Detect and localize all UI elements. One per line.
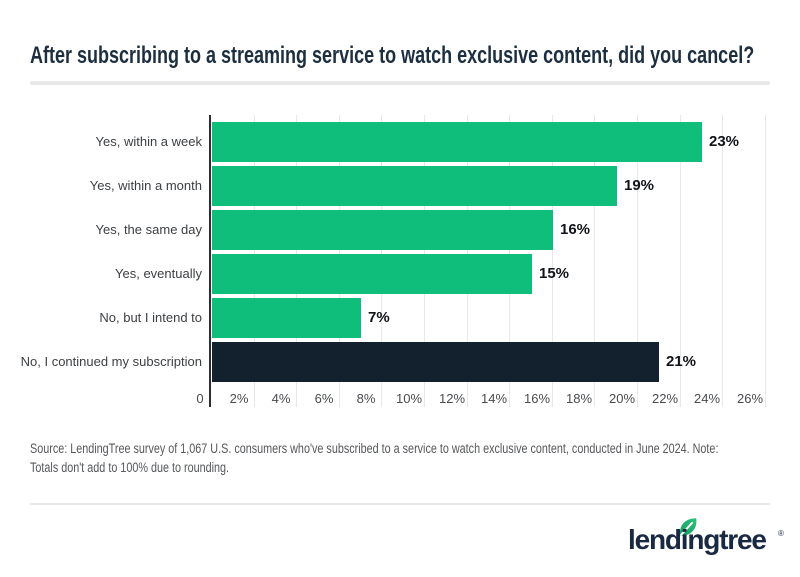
gridline bbox=[722, 115, 723, 407]
title-divider bbox=[30, 81, 770, 85]
x-axis-tick-label: 4% bbox=[271, 391, 291, 406]
chart-title: After subscribing to a streaming service… bbox=[30, 42, 755, 69]
y-axis-line bbox=[209, 115, 211, 407]
source-note-line: Totals don't add to 100% due to rounding… bbox=[30, 460, 230, 475]
x-axis-tick-label: 18% bbox=[565, 391, 593, 406]
category-label: No, but I intend to bbox=[99, 310, 202, 325]
category-label: Yes, the same day bbox=[95, 222, 202, 237]
x-axis-tick-label: 2% bbox=[229, 391, 249, 406]
registered-trademark: ® bbox=[778, 529, 784, 538]
source-note-line: Source: LendingTree survey of 1,067 U.S.… bbox=[30, 441, 719, 456]
bar-chart: Yes, within a week 23% Yes, within a month… bbox=[0, 115, 800, 407]
x-axis-tick-label: 6% bbox=[314, 391, 334, 406]
bar bbox=[212, 166, 617, 206]
value-label: 16% bbox=[560, 221, 591, 238]
category-label: Yes, eventually bbox=[115, 266, 202, 281]
bar bbox=[212, 210, 553, 250]
bar bbox=[212, 122, 702, 162]
gridline bbox=[765, 115, 766, 407]
x-axis-tick-label: 24% bbox=[693, 391, 721, 406]
category-label: Yes, within a week bbox=[95, 134, 202, 149]
gridline bbox=[637, 115, 638, 407]
x-axis-tick-label: 8% bbox=[356, 391, 376, 406]
gridline bbox=[594, 115, 595, 407]
leaf-icon bbox=[680, 518, 697, 536]
lendingtree-logo: lendingtree ® bbox=[628, 515, 798, 565]
source-note: Source: LendingTree survey of 1,067 U.S.… bbox=[30, 439, 718, 477]
logo-wordmark: lendingtree bbox=[628, 524, 767, 555]
x-axis-tick-label: 0 bbox=[196, 391, 204, 406]
value-label: 19% bbox=[624, 177, 655, 194]
bar bbox=[212, 298, 361, 338]
x-axis-tick-label: 14% bbox=[480, 391, 508, 406]
x-axis-tick-label: 10% bbox=[395, 391, 423, 406]
bar bbox=[212, 342, 659, 382]
x-axis-tick-label: 20% bbox=[608, 391, 636, 406]
value-label: 23% bbox=[709, 133, 740, 150]
category-label: Yes, within a month bbox=[89, 178, 202, 193]
category-label: No, I continued my subscription bbox=[20, 354, 202, 369]
gridline bbox=[680, 115, 681, 407]
x-axis-tick-label: 16% bbox=[523, 391, 551, 406]
value-label: 15% bbox=[539, 265, 570, 282]
x-axis-tick-label: 22% bbox=[651, 391, 679, 406]
value-label: 21% bbox=[666, 353, 697, 370]
gridline bbox=[552, 115, 553, 407]
x-axis-tick-label: 12% bbox=[438, 391, 466, 406]
footer-divider bbox=[30, 503, 770, 505]
value-label: 7% bbox=[368, 309, 390, 326]
bar bbox=[212, 254, 532, 294]
x-axis-tick-label: 26% bbox=[736, 391, 764, 406]
